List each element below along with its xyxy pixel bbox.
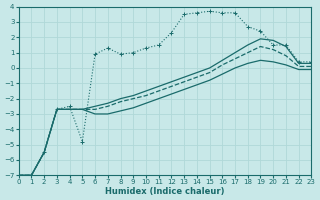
X-axis label: Humidex (Indice chaleur): Humidex (Indice chaleur) — [105, 187, 225, 196]
